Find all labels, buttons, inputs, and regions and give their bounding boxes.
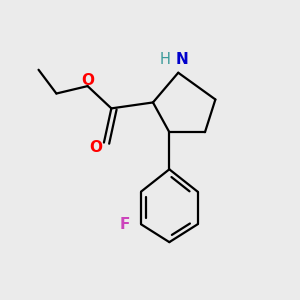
Text: O: O (89, 140, 102, 155)
Text: H: H (159, 52, 170, 67)
Text: F: F (119, 217, 130, 232)
Text: O: O (81, 73, 94, 88)
Text: N: N (176, 52, 188, 67)
